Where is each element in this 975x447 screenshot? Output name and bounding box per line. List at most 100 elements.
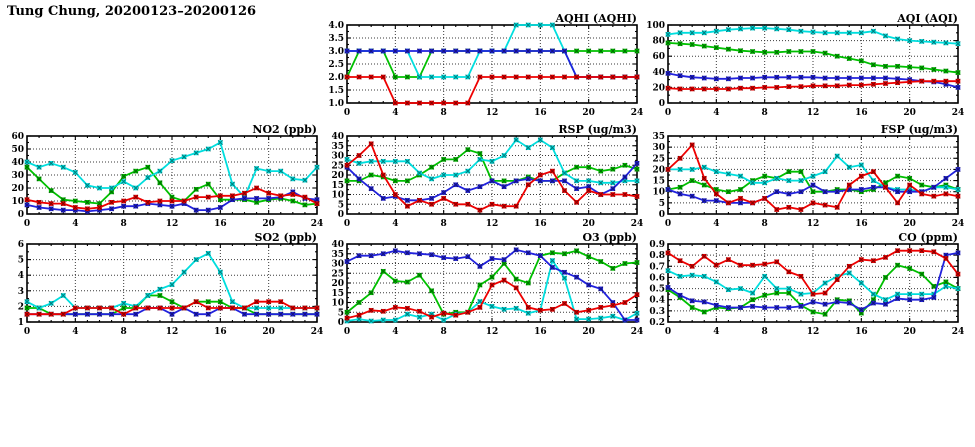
svg-text:3.5: 3.5 <box>328 34 344 44</box>
svg-text:35: 35 <box>331 250 344 260</box>
svg-text:15: 15 <box>331 181 344 191</box>
chart-co: 0 4 8 12 16 20 24 0.2 0.3 0.4 0.5 0.6 0.7 0.8 0.9 CO (p… <box>641 230 964 340</box>
svg-text:0.2: 0.2 <box>649 318 665 328</box>
svg-text:20: 20 <box>652 83 665 93</box>
series-red-line <box>667 249 959 296</box>
svg-text:8: 8 <box>121 219 127 229</box>
svg-text:0.3: 0.3 <box>649 307 665 317</box>
svg-text:0: 0 <box>665 108 671 118</box>
svg-text:20: 20 <box>652 165 665 175</box>
svg-text:24: 24 <box>311 219 323 229</box>
svg-text:1.5: 1.5 <box>328 86 344 96</box>
svg-text:12: 12 <box>486 219 499 229</box>
svg-text:8: 8 <box>441 219 447 229</box>
series-green-line <box>667 42 959 74</box>
svg-text:20: 20 <box>903 108 916 118</box>
svg-text:24: 24 <box>631 108 643 118</box>
svg-text:20: 20 <box>582 108 595 118</box>
svg-text:0.5: 0.5 <box>649 285 665 295</box>
svg-text:12: 12 <box>807 327 820 337</box>
svg-text:60: 60 <box>652 52 665 62</box>
svg-text:30: 30 <box>331 152 344 162</box>
svg-text:0: 0 <box>659 99 665 109</box>
svg-text:0.4: 0.4 <box>649 296 665 306</box>
svg-text:24: 24 <box>952 108 964 118</box>
svg-text:30: 30 <box>11 171 24 181</box>
svg-text:35: 35 <box>331 142 344 152</box>
svg-text:24: 24 <box>952 219 964 229</box>
chart-aqi: 0 4 8 12 16 20 24 0 20 40 60 80 100 AQI (AQI) <box>641 11 964 121</box>
svg-text:0.9: 0.9 <box>649 240 665 250</box>
chart-aqi-title: AQI (AQI) <box>896 12 958 25</box>
svg-text:12: 12 <box>807 108 820 118</box>
svg-text:20: 20 <box>331 171 344 181</box>
svg-text:12: 12 <box>166 219 179 229</box>
svg-text:1: 1 <box>18 318 24 328</box>
svg-text:12: 12 <box>486 327 499 337</box>
svg-text:6: 6 <box>18 240 24 250</box>
svg-text:10: 10 <box>652 188 665 198</box>
svg-text:0.7: 0.7 <box>649 262 665 272</box>
svg-text:35: 35 <box>652 132 665 142</box>
chart-no2-canvas: 0 4 8 12 16 20 24 0 10 20 30 40 50 60 NO2 (ppb) <box>11 123 323 229</box>
svg-text:20: 20 <box>331 279 344 289</box>
svg-text:5: 5 <box>18 256 24 266</box>
svg-text:20: 20 <box>11 184 24 194</box>
chart-aqhi-canvas: 0 4 8 12 16 20 24 1.0 1.5 2.0 2.5 3.0 3.5 4.0 AQHI (AQ… <box>328 12 643 118</box>
svg-text:24: 24 <box>952 327 964 337</box>
svg-text:16: 16 <box>534 327 547 337</box>
svg-text:24: 24 <box>631 327 643 337</box>
svg-text:0: 0 <box>344 108 350 118</box>
svg-text:8: 8 <box>441 327 447 337</box>
svg-text:4: 4 <box>72 219 78 229</box>
svg-text:3.0: 3.0 <box>328 47 344 57</box>
chart-co-canvas: 0 4 8 12 16 20 24 0.20.30.40.5 0.60.70.80.9 CO (p… <box>649 231 964 337</box>
chart-fsp: 0 4 8 12 16 20 24 0 5 10 15 20 25 30 35 FSP (ug/m3) <box>641 122 964 232</box>
svg-text:30: 30 <box>331 260 344 270</box>
svg-text:16: 16 <box>855 327 868 337</box>
svg-text:24: 24 <box>311 327 323 337</box>
svg-text:16: 16 <box>534 108 547 118</box>
series-red-line <box>346 142 638 212</box>
svg-text:15: 15 <box>331 289 344 299</box>
svg-text:16: 16 <box>855 219 868 229</box>
svg-text:20: 20 <box>903 327 916 337</box>
svg-text:40: 40 <box>331 132 344 142</box>
svg-text:8: 8 <box>762 108 768 118</box>
svg-text:100: 100 <box>646 21 665 31</box>
svg-text:8: 8 <box>121 327 127 337</box>
svg-text:16: 16 <box>214 219 227 229</box>
svg-text:0: 0 <box>344 327 350 337</box>
svg-text:8: 8 <box>762 327 768 337</box>
chart-rsp: 0 4 8 12 16 20 24 0 5 10 15 20 25 30 35 40 RSP (ug/m3) <box>320 122 643 232</box>
svg-text:50: 50 <box>11 145 24 155</box>
svg-text:12: 12 <box>486 108 499 118</box>
svg-text:0: 0 <box>659 210 665 220</box>
svg-text:4: 4 <box>392 108 398 118</box>
svg-text:0: 0 <box>24 219 30 229</box>
svg-text:8: 8 <box>441 108 447 118</box>
svg-text:0: 0 <box>338 210 344 220</box>
svg-text:40: 40 <box>11 158 24 168</box>
svg-text:16: 16 <box>534 219 547 229</box>
svg-text:15: 15 <box>652 177 665 187</box>
svg-text:20: 20 <box>582 327 595 337</box>
chart-co-title: CO (ppm) <box>898 231 958 244</box>
svg-text:20: 20 <box>903 219 916 229</box>
chart-no2: 0 4 8 12 16 20 24 0 10 20 30 40 50 60 NO2 (ppb) <box>0 122 323 232</box>
chart-fsp-title: FSP (ug/m3) <box>881 123 958 136</box>
svg-text:4.0: 4.0 <box>328 21 344 31</box>
svg-text:16: 16 <box>855 108 868 118</box>
chart-aqi-canvas: 0 4 8 12 16 20 24 0 20 40 60 80 100 AQI (AQI) <box>646 12 964 118</box>
svg-text:4: 4 <box>713 327 719 337</box>
page-title: Tung Chung, 20200123–20200126 <box>7 4 257 19</box>
chart-rsp-title: RSP (ug/m3) <box>558 123 637 136</box>
svg-text:60: 60 <box>11 132 24 142</box>
chart-o3-title: O3 (ppb) <box>582 231 637 244</box>
chart-no2-title: NO2 (ppb) <box>252 123 317 136</box>
chart-so2-title: SO2 (ppb) <box>255 231 318 244</box>
svg-text:12: 12 <box>166 327 179 337</box>
